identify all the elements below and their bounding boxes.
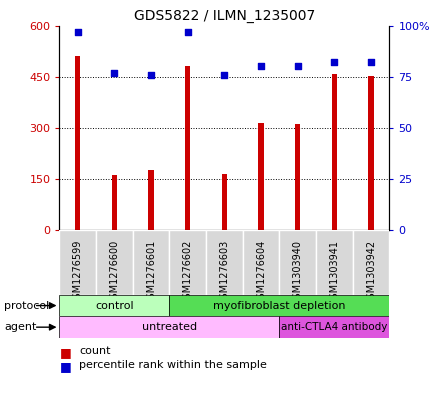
Bar (59, 295, 169, 316)
Bar (279, 316, 389, 338)
Bar (222, 174, 227, 230)
Bar (258, 123, 264, 230)
Text: anti-CTLA4 antibody: anti-CTLA4 antibody (281, 322, 388, 332)
Bar (332, 74, 337, 230)
Point (331, 59, 338, 66)
Text: count: count (79, 346, 111, 356)
Bar (185, 66, 191, 230)
Text: GSM1276600: GSM1276600 (110, 240, 119, 305)
Text: percentile rank within the sample: percentile rank within the sample (79, 360, 267, 369)
Text: ■: ■ (59, 360, 71, 373)
Bar (353, 230, 389, 295)
Text: GSM1276604: GSM1276604 (256, 240, 266, 305)
Bar (169, 295, 389, 316)
Point (294, 63, 301, 70)
Bar (279, 230, 316, 295)
Point (184, 29, 191, 35)
Text: agent: agent (4, 322, 37, 332)
Bar (316, 230, 353, 295)
Text: myofibroblast depletion: myofibroblast depletion (213, 301, 346, 310)
Bar (243, 230, 279, 295)
Bar (295, 124, 301, 230)
Bar (59, 316, 279, 338)
Text: GSM1276602: GSM1276602 (183, 240, 193, 305)
Text: GSM1303941: GSM1303941 (330, 240, 339, 305)
Text: protocol: protocol (4, 301, 50, 310)
Text: GSM1303940: GSM1303940 (293, 240, 303, 305)
Point (367, 59, 374, 66)
Bar (75, 56, 81, 230)
Text: GSM1276599: GSM1276599 (73, 240, 83, 305)
Bar (148, 170, 154, 230)
Point (74, 29, 81, 35)
Bar (133, 230, 169, 295)
Point (221, 72, 228, 78)
Text: GSM1303942: GSM1303942 (366, 240, 376, 305)
Bar (368, 76, 374, 230)
Bar (112, 175, 117, 230)
Text: GSM1276603: GSM1276603 (220, 240, 229, 305)
Text: untreated: untreated (142, 322, 197, 332)
Point (111, 70, 118, 76)
Point (257, 63, 264, 70)
Bar (59, 230, 96, 295)
Bar (206, 230, 243, 295)
Text: GSM1276601: GSM1276601 (146, 240, 156, 305)
Text: control: control (95, 301, 134, 310)
Text: ■: ■ (59, 346, 71, 359)
Bar (96, 230, 133, 295)
Title: GDS5822 / ILMN_1235007: GDS5822 / ILMN_1235007 (134, 9, 315, 23)
Bar (169, 230, 206, 295)
Point (147, 72, 154, 78)
